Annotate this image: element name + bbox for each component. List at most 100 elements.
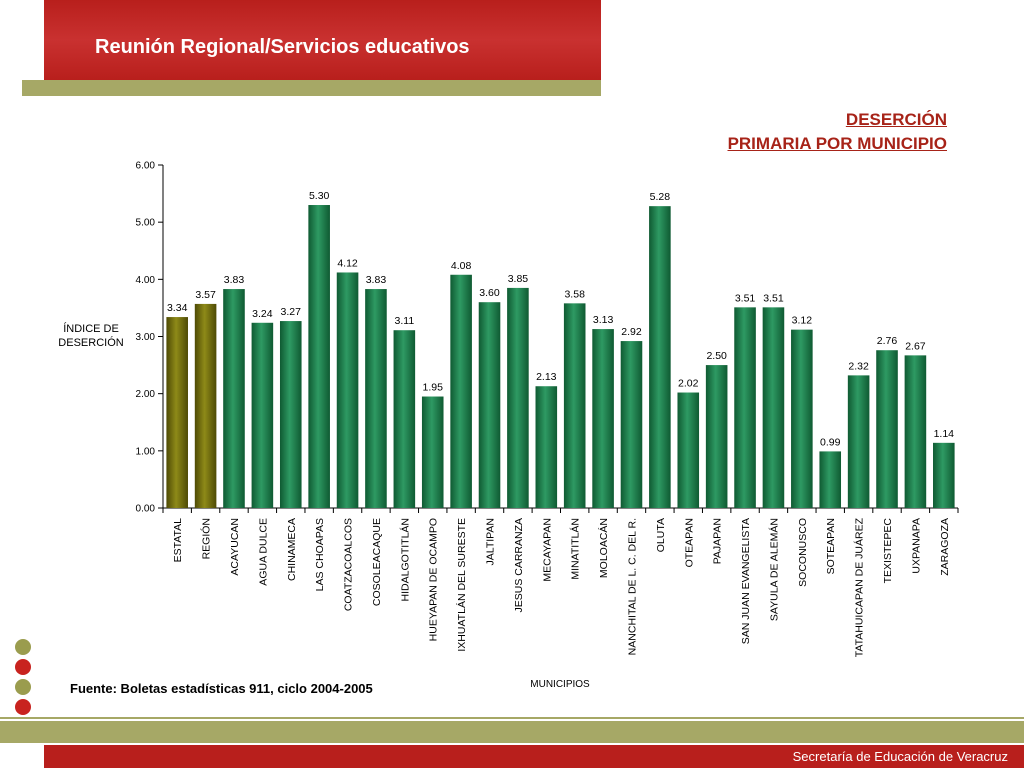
bar — [194, 303, 217, 508]
bar-value-label: 5.30 — [309, 190, 330, 202]
bar — [904, 355, 927, 508]
bar — [592, 329, 614, 508]
bar-value-label: 3.57 — [195, 289, 216, 301]
bar — [705, 365, 728, 508]
y-tick-label: 4.00 — [136, 275, 156, 286]
decor-dot-olive-1 — [15, 639, 31, 655]
bar — [535, 386, 558, 508]
bar-value-label: 1.14 — [934, 428, 955, 440]
x-tick-label: CHINAMECA — [286, 518, 298, 581]
x-tick-label: AGUA DULCE — [257, 518, 269, 586]
footer-label: Secretaría de Educación de Veracruz — [792, 749, 1008, 764]
bar — [478, 302, 501, 508]
x-tick-label: MOLOACÁN — [597, 518, 610, 578]
bar — [819, 451, 842, 508]
y-tick-label: 0.00 — [136, 504, 156, 515]
x-tick-label: TATAHUICAPAN DE JUÁREZ — [853, 517, 866, 657]
x-tick-label: JESUS CARRANZA — [513, 518, 525, 613]
bar-value-label: 4.12 — [337, 257, 358, 269]
bar-value-label: 4.08 — [451, 260, 472, 272]
footer-olive-band — [0, 717, 1024, 745]
bar — [336, 272, 359, 508]
bar-value-label: 3.13 — [593, 314, 614, 326]
bar-value-label: 3.24 — [252, 308, 273, 320]
bar-value-label: 2.32 — [848, 360, 869, 372]
x-tick-label: SAYULA DE ALEMÁN — [767, 518, 780, 621]
bar-value-label: 3.85 — [508, 273, 529, 285]
bar — [223, 289, 245, 508]
decor-dot-red-2 — [15, 699, 31, 715]
bar — [421, 396, 444, 508]
x-tick-label: SAN JUAN EVANGELISTA — [740, 518, 752, 644]
bar — [166, 317, 188, 508]
y-tick-label: 6.00 — [136, 161, 156, 172]
bar — [450, 274, 472, 508]
bar-value-label: 2.76 — [877, 335, 898, 347]
bar-value-label: 5.28 — [650, 191, 671, 203]
x-tick-label: COATZACOALCOS — [343, 518, 355, 611]
x-tick-label: TEXISTEPEC — [882, 518, 894, 584]
bar-chart: 0.00 1.00 2.00 3.00 4.00 5.00 6.00 3.34 ESTATAL 3… — [136, 161, 959, 657]
bar — [677, 392, 700, 508]
bar — [791, 329, 813, 508]
decor-dot-red-1 — [15, 659, 31, 675]
x-tick-label: ESTATAL — [172, 518, 184, 563]
y-tick-label: 3.00 — [136, 332, 156, 343]
chart-title: DESERCIÓN PRIMARIA POR MUNICIPIO — [728, 108, 947, 156]
bar-value-label: 3.60 — [479, 287, 500, 299]
bar-value-label: 3.83 — [366, 274, 387, 286]
x-tick-label: OLUTA — [655, 518, 667, 552]
x-tick-label: JALTIPAN — [485, 518, 497, 565]
bar — [365, 289, 387, 508]
x-tick-label: UXPANAPA — [910, 518, 922, 574]
y-tick-label: 1.00 — [136, 446, 156, 457]
bar-value-label: 2.13 — [536, 371, 557, 383]
bar-value-label: 0.99 — [820, 436, 841, 448]
bar — [279, 321, 302, 508]
x-tick-label: COSOLEACAQUE — [371, 518, 383, 606]
bar — [762, 307, 785, 508]
bar — [847, 375, 870, 508]
header-band — [44, 0, 601, 80]
y-tick-label: 2.00 — [136, 389, 156, 400]
x-tick-label: MINATITLÁN — [569, 518, 582, 580]
decor-dot-olive-2 — [15, 679, 31, 695]
y-tick-label: 5.00 — [136, 218, 156, 229]
x-tick-label: ZARAGOZA — [939, 518, 951, 576]
bar-value-label: 3.34 — [167, 302, 188, 314]
footer-band — [44, 745, 1024, 768]
bar — [734, 307, 756, 508]
bar-value-label: 3.11 — [395, 315, 415, 327]
header-title: Reunión Regional/Servicios educativos — [95, 36, 470, 58]
bar-value-label: 3.51 — [763, 292, 784, 304]
bar — [393, 330, 416, 508]
bar — [251, 322, 274, 508]
bar — [620, 341, 643, 508]
x-tick-label: HUEYAPAN DE OCAMPO — [428, 518, 440, 641]
footer-text: Secretaría de Educación de Veracruz — [44, 749, 1008, 764]
bar-value-label: 2.50 — [706, 350, 727, 362]
bar-value-label: 3.27 — [281, 306, 302, 318]
bar-value-label: 2.92 — [621, 326, 642, 338]
bar — [507, 287, 529, 508]
bar-value-label: 3.83 — [224, 274, 245, 286]
x-tick-label: LAS CHOAPAS — [314, 518, 326, 591]
x-tick-label: HIDALGOTITLÁN — [398, 518, 411, 601]
x-tick-label: SOTEAPAN — [825, 518, 837, 574]
bar-value-label: 2.02 — [678, 378, 699, 390]
chart-title-line1: DESERCIÓN — [845, 110, 947, 129]
x-axis-label: MUNICIPIOS — [530, 679, 590, 690]
x-tick-label: ACAYUCAN — [229, 518, 241, 576]
bar-value-label: 3.51 — [735, 292, 756, 304]
bar-value-label: 3.12 — [792, 315, 813, 327]
bar-value-label: 2.67 — [905, 340, 926, 352]
x-tick-label: IXHUATLÁN DEL SURESTE — [455, 518, 468, 652]
bar — [933, 442, 955, 508]
x-tick-label: PAJAPAN — [712, 518, 724, 564]
y-axis-label: ÍNDICE DE DESERCIÓN — [58, 323, 124, 349]
header-olive-bar — [22, 80, 601, 96]
bar-value-label: 1.95 — [423, 382, 444, 394]
x-tick-label: SOCONUSCO — [797, 518, 809, 587]
bar — [563, 303, 586, 508]
x-tick-label: NANCHITAL DE L. C. DEL R. — [626, 518, 638, 655]
